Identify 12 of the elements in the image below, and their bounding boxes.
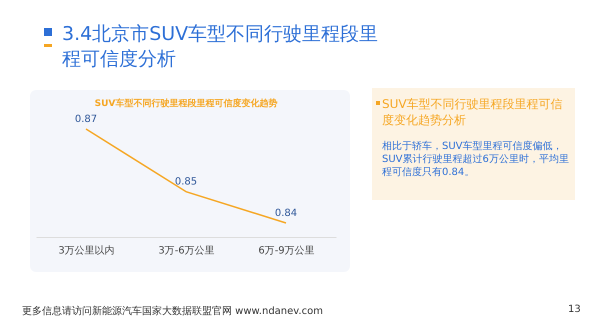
data-label: 0.87 xyxy=(74,114,98,125)
chart-subtitle: SUV车型不同行驶里程段里程可信度变化趋势 xyxy=(94,98,278,109)
x-tick-label: 3万公里以内 xyxy=(58,244,115,256)
x-tick-label: 3万-6万公里 xyxy=(158,244,215,256)
text: 更多信息请访问新能源汽车国家大数据联盟官网 www.ndanev.com xyxy=(22,304,323,318)
text: SUV车型不同行驶里程段里程可信度变化趋势分析 xyxy=(382,96,564,128)
text: 相比于轿车，SUV车型里程可信度偏低，SUV累计行驶里程超过6万公里时，平均里程可信度只有0.84。 xyxy=(382,140,570,179)
data-label: 0.84 xyxy=(274,208,298,219)
chart-title: 3.4北京市SUV车型不同行驶里程段里程可信度分析 xyxy=(62,22,380,72)
data-label: 0.85 xyxy=(174,176,198,188)
x-tick-label: 6万-9万公里 xyxy=(258,244,315,256)
text: 13 xyxy=(568,304,581,315)
